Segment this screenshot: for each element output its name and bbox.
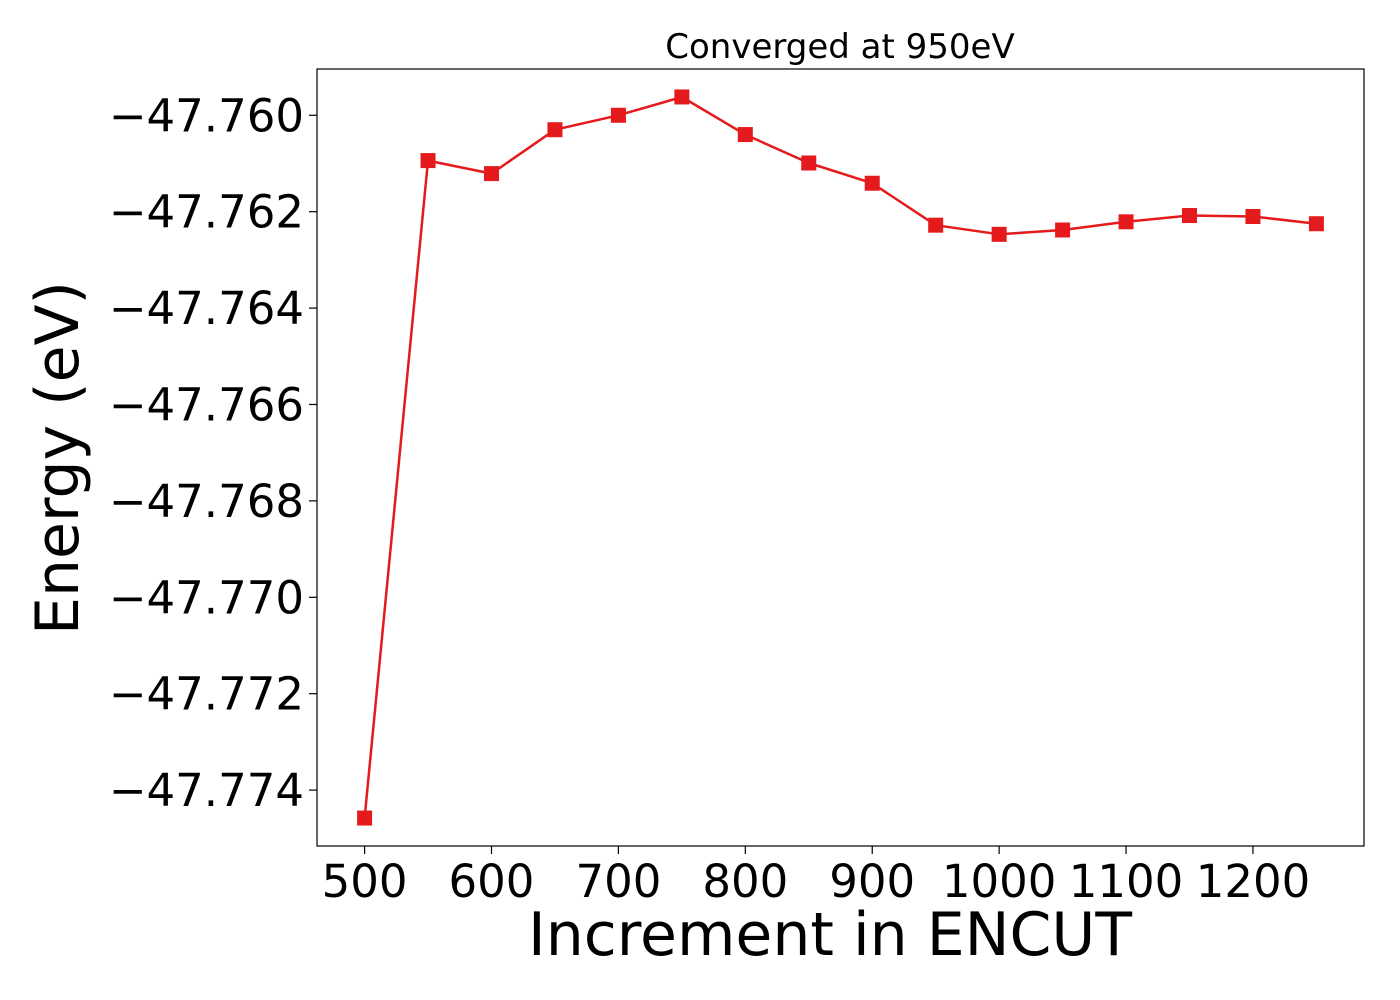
data-point-marker [737,127,753,143]
x-tick-label: 1100 [1069,855,1184,908]
data-point-marker [1118,214,1134,230]
x-tick-label: 800 [702,855,788,908]
data-point-marker [801,155,817,171]
y-axis-title: Energy (eV) [23,281,93,635]
series-line [363,95,1317,819]
plot-area-frame [316,68,1365,847]
y-tick-label: −47.762 [109,186,304,239]
series-layer [357,89,1324,826]
data-point-marker [928,217,944,233]
y-tick-label: −47.768 [109,475,304,528]
y-tick-label: −47.774 [109,764,304,817]
x-tick-label: 1200 [1196,855,1311,908]
data-point-marker [1182,208,1197,224]
y-tick-label: −47.760 [109,89,304,142]
data-point-marker [357,810,373,826]
data-point-marker [1245,208,1261,224]
x-tick-label: 500 [322,855,408,908]
data-point-marker [484,166,499,182]
x-tick-label: 900 [829,855,915,908]
x-tick-label: 700 [575,855,661,908]
y-axis: −47.760 −47.762 −47.764 −47.766 −47.768 −47.7… [109,89,317,817]
x-axis-title: Increment in ENCUT [528,900,1132,970]
x-axis: 500 600 700 800 900 1000 1100 1200 [322,846,1311,908]
data-point-marker [864,175,880,191]
y-tick-label: −47.764 [109,282,304,335]
x-tick-label: 1000 [942,855,1057,908]
y-tick-label: −47.772 [109,668,304,721]
y-tick-label: −47.766 [109,378,304,431]
data-point-marker [610,107,626,123]
data-point-marker [674,89,690,105]
x-tick-label: 600 [449,855,535,908]
data-point-marker [1308,216,1324,232]
chart-title: Converged at 950eV [665,27,1014,67]
data-point-marker [547,122,563,138]
data-point-marker [1055,222,1071,238]
data-point-marker [991,226,1007,242]
y-tick-label: −47.770 [109,571,304,624]
data-point-marker [420,153,436,169]
